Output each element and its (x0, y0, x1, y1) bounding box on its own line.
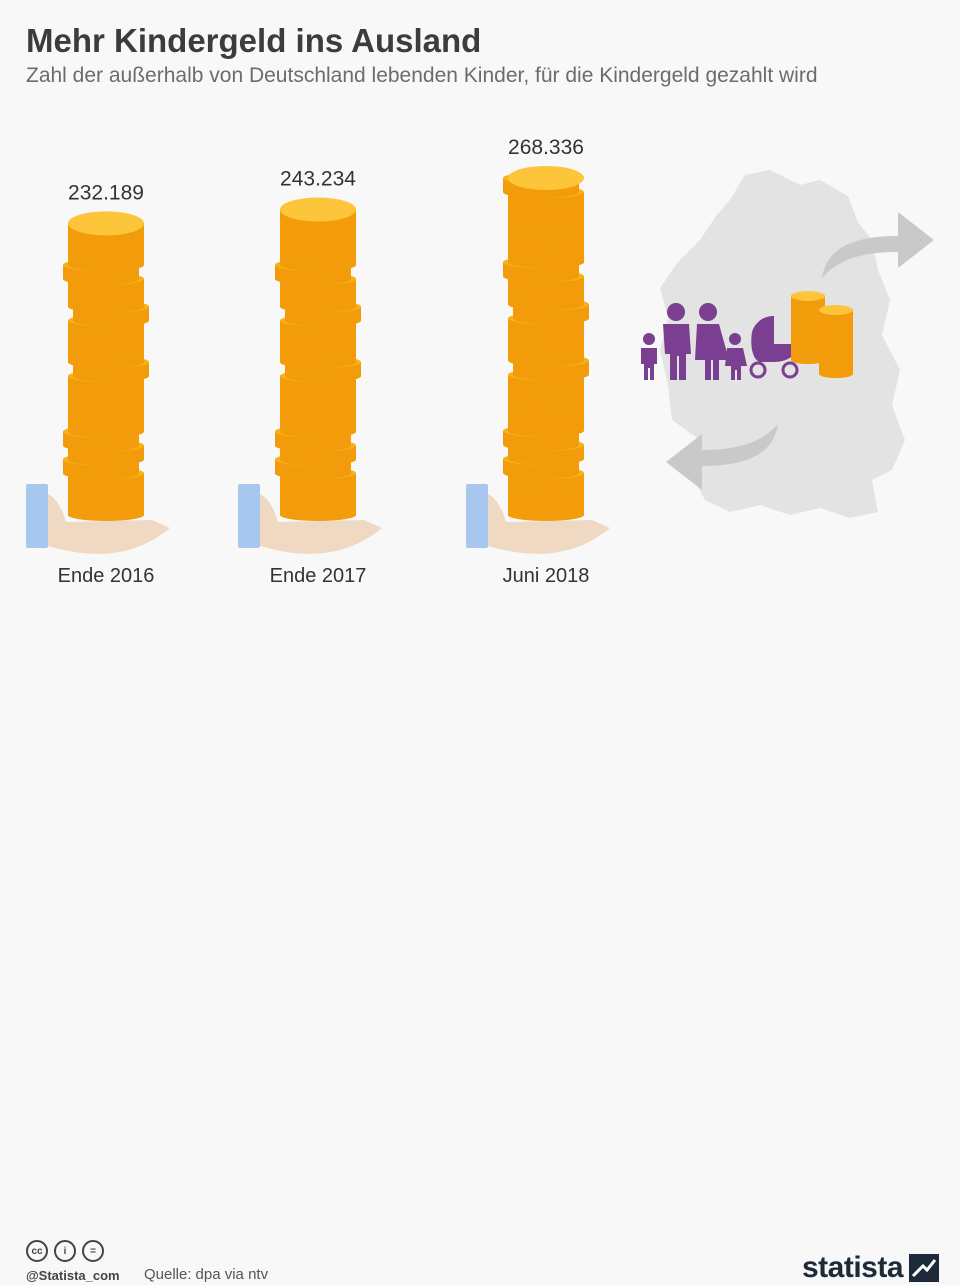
chart-subtitle: Zahl der außerhalb von Deutschland leben… (26, 64, 818, 87)
illustration-coins (791, 291, 853, 378)
category-label: Ende 2016 (58, 565, 155, 587)
hand-icon (26, 484, 170, 554)
coin-stack-bar (503, 166, 589, 521)
statista-logo-icon (909, 1254, 940, 1282)
chart-title: Mehr Kindergeld ins Ausland (26, 22, 482, 59)
coin-stack-bar (275, 197, 361, 521)
cc-icon[interactable]: cc (26, 1240, 48, 1262)
hand-icon (238, 484, 382, 554)
coin-stack-icon (819, 305, 853, 378)
statista-handle[interactable]: @Statista_com (26, 1268, 120, 1283)
arrow-in-icon (666, 424, 778, 490)
footer: cc i = @Statista_com Quelle: dpa via ntv … (0, 614, 960, 1284)
category-label: Ende 2017 (270, 565, 367, 587)
source-label: Quelle: (144, 1266, 192, 1283)
category-label: Juni 2018 (503, 565, 590, 587)
by-icon[interactable]: i (54, 1240, 76, 1262)
hand-icon (466, 484, 610, 554)
nd-icon[interactable]: = (82, 1240, 104, 1262)
coin-stack-bar (63, 211, 149, 521)
bar-value-label: 232.189 (68, 181, 144, 204)
source-text: dpa via ntv (195, 1266, 269, 1283)
germany-illustration (641, 170, 934, 518)
coin-stacks (26, 166, 610, 554)
bar-value-label: 268.336 (508, 136, 584, 159)
source: Quelle: dpa via ntv (144, 1266, 268, 1283)
statista-logo[interactable]: statista (802, 1251, 940, 1285)
value-labels: 232.189 243.234 268.336 (68, 136, 584, 204)
chart-area: 232.189 243.234 268.336 Ende 2016 Ende 2017… (26, 136, 934, 587)
category-labels: Ende 2016 Ende 2017 Juni 2018 (58, 565, 590, 587)
arrow-out-icon (822, 212, 934, 278)
brand-text: statista (802, 1251, 904, 1284)
bar-value-label: 243.234 (280, 168, 356, 191)
coin-stack-icon (791, 291, 825, 364)
family-icon (641, 303, 747, 380)
license-icons: cc i = (26, 1240, 104, 1262)
